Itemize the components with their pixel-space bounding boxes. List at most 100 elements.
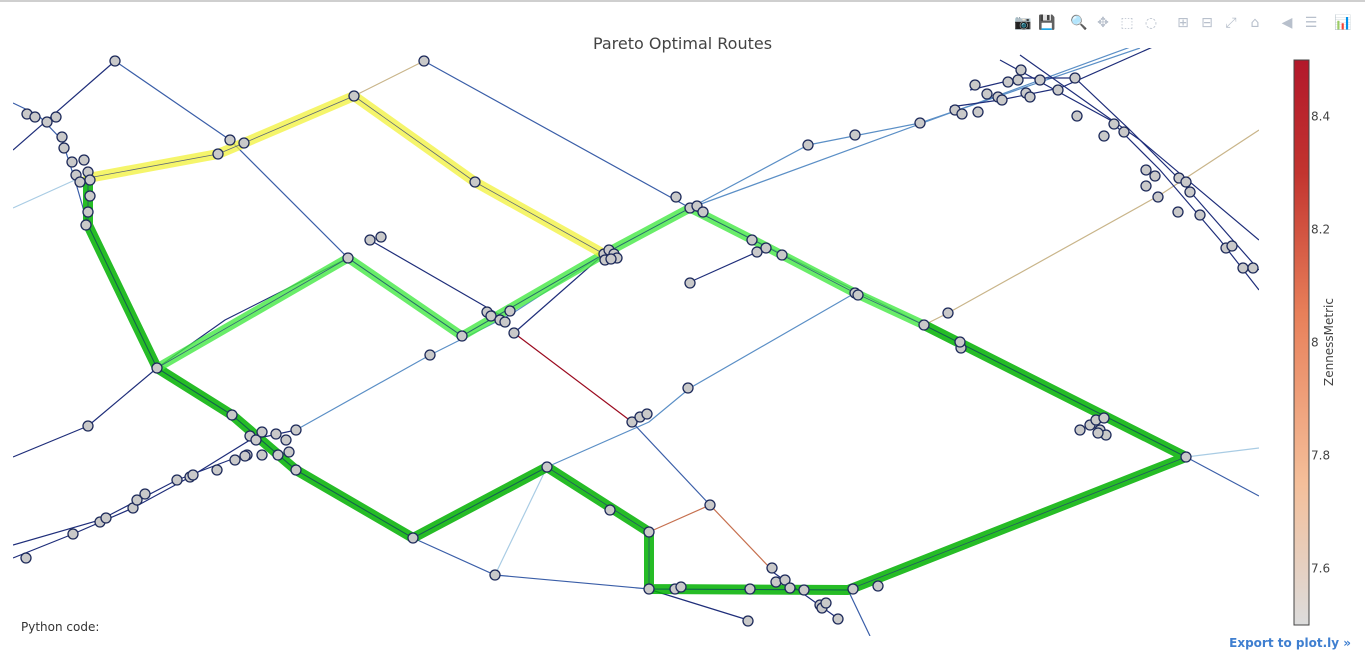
network-node bbox=[364, 234, 376, 246]
network-node bbox=[697, 206, 709, 218]
network-edge bbox=[923, 129, 1259, 326]
network-node bbox=[84, 190, 96, 202]
network-node bbox=[283, 446, 295, 458]
network-node bbox=[1034, 74, 1046, 86]
network-edge bbox=[13, 425, 89, 458]
network-edge bbox=[353, 60, 425, 97]
network-edge bbox=[13, 60, 116, 151]
colorbar-tick-label: 8.2 bbox=[1311, 223, 1330, 237]
python-code-label: Python code: bbox=[21, 620, 100, 634]
network-edge bbox=[13, 457, 236, 546]
network-node bbox=[226, 409, 238, 421]
network-edge bbox=[631, 421, 711, 506]
network-node bbox=[1012, 74, 1024, 86]
lasso-select-icon[interactable]: ◌ bbox=[1144, 15, 1158, 31]
network-node bbox=[342, 252, 354, 264]
network-edge bbox=[369, 239, 501, 316]
network-node bbox=[604, 504, 616, 516]
network-node bbox=[469, 176, 481, 188]
autoscale-icon[interactable]: ⤢ bbox=[1225, 15, 1237, 31]
network-edge bbox=[13, 102, 871, 636]
chart-title: Pareto Optimal Routes bbox=[592, 34, 773, 53]
export-to-plotly-link[interactable]: Export to plot.ly » bbox=[1229, 636, 1351, 650]
network-node bbox=[1180, 451, 1192, 463]
network-node bbox=[348, 90, 360, 102]
network-node bbox=[1015, 64, 1027, 76]
route-centerline bbox=[156, 207, 925, 369]
network-node bbox=[766, 562, 778, 574]
network-node bbox=[238, 137, 250, 149]
network-node bbox=[704, 499, 716, 511]
network-node bbox=[100, 512, 112, 524]
network-node bbox=[1098, 130, 1110, 142]
compare-hover-icon[interactable]: ☰ bbox=[1304, 15, 1318, 31]
zoom-icon[interactable]: 🔍 bbox=[1070, 15, 1088, 31]
network-node bbox=[74, 176, 86, 188]
colorbar-gradient bbox=[1293, 59, 1310, 626]
network-node bbox=[1069, 72, 1081, 84]
camera-icon[interactable]: 📷 bbox=[1014, 15, 1032, 31]
network-node bbox=[56, 131, 68, 143]
network-node bbox=[779, 574, 791, 586]
network-node bbox=[82, 206, 94, 218]
network-node bbox=[290, 464, 302, 476]
network-node bbox=[996, 94, 1008, 106]
network-node bbox=[456, 330, 468, 342]
network-node bbox=[1149, 170, 1161, 182]
pan-icon[interactable]: ✥ bbox=[1097, 15, 1109, 31]
network-node bbox=[418, 55, 430, 67]
network-node bbox=[212, 148, 224, 160]
network-node bbox=[675, 581, 687, 593]
network-node bbox=[872, 580, 884, 592]
network-edge bbox=[1019, 54, 1259, 241]
box-select-icon[interactable]: ⬚ bbox=[1120, 15, 1134, 31]
network-node bbox=[776, 249, 788, 261]
network-edge bbox=[689, 251, 758, 283]
network-node bbox=[270, 428, 282, 440]
spike-lines-icon[interactable]: ◀ bbox=[1281, 15, 1293, 31]
network-node bbox=[1092, 427, 1104, 439]
network-node bbox=[798, 584, 810, 596]
route-centerline bbox=[87, 180, 1187, 591]
network-node bbox=[290, 424, 302, 436]
network-node bbox=[489, 569, 501, 581]
network-node bbox=[171, 474, 183, 486]
reset-axes-icon[interactable]: ⌂ bbox=[1250, 15, 1260, 31]
network-edge bbox=[13, 179, 76, 209]
plotly-logo-icon[interactable]: 📊 bbox=[1334, 15, 1352, 31]
route-centerline bbox=[87, 95, 605, 255]
network-node bbox=[50, 111, 62, 123]
plot-area[interactable] bbox=[13, 0, 1259, 636]
nodes-layer bbox=[20, 55, 1259, 627]
network-node bbox=[1237, 262, 1249, 274]
network-node bbox=[239, 450, 251, 462]
zoom-out-icon[interactable]: ⊟ bbox=[1201, 15, 1213, 31]
network-node bbox=[605, 253, 617, 265]
network-node bbox=[802, 139, 814, 151]
network-edge bbox=[647, 588, 749, 621]
network-node bbox=[256, 449, 268, 461]
top-border bbox=[0, 0, 1365, 2]
network-node bbox=[751, 246, 763, 258]
network-node bbox=[20, 552, 32, 564]
network-node bbox=[1074, 424, 1086, 436]
network-node bbox=[820, 597, 832, 609]
pareto-route bbox=[83, 91, 609, 259]
network-node bbox=[1108, 118, 1120, 130]
colorbar-ticks: 7.6 7.8 8 8.2 8.4 bbox=[1311, 110, 1330, 576]
network-node bbox=[187, 469, 199, 481]
network-node bbox=[981, 88, 993, 100]
network-node bbox=[78, 154, 90, 166]
save-icon[interactable]: 💾 bbox=[1038, 15, 1056, 31]
network-node bbox=[67, 528, 79, 540]
zoom-in-icon[interactable]: ⊞ bbox=[1177, 15, 1189, 31]
network-node bbox=[954, 336, 966, 348]
pareto-route bbox=[83, 175, 1191, 595]
network-node bbox=[746, 234, 758, 246]
network-node bbox=[407, 532, 419, 544]
network-node bbox=[280, 434, 292, 446]
network-node bbox=[29, 111, 41, 123]
network-node bbox=[229, 454, 241, 466]
network-node bbox=[424, 349, 436, 361]
